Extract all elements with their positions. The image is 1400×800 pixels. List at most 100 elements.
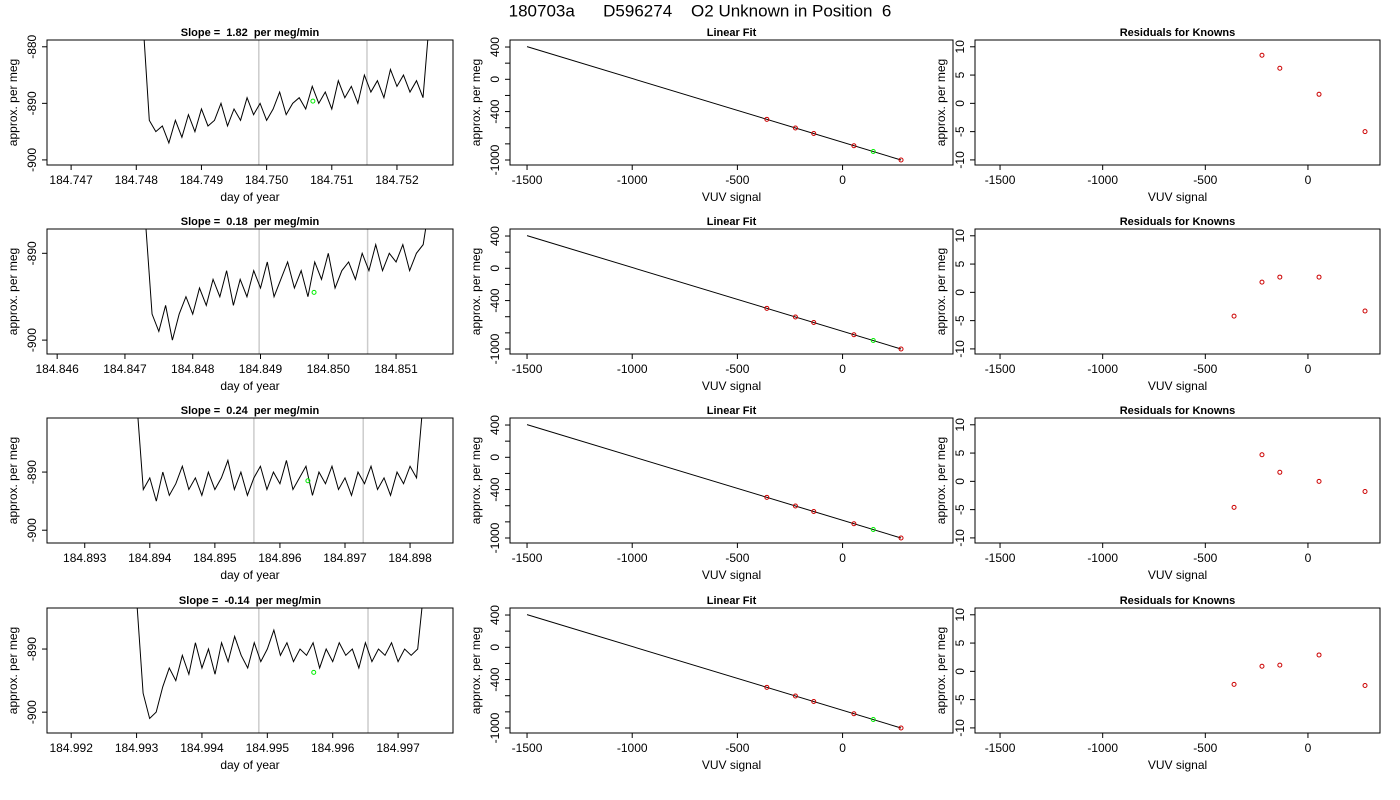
y-axis-label: approx. per meg <box>469 437 483 524</box>
x-tick-label: -1000 <box>617 741 648 755</box>
plot-area <box>136 608 423 733</box>
y-tick-label: -890 <box>25 637 39 661</box>
x-axis-label: VUV signal <box>1148 379 1207 393</box>
point <box>870 149 876 155</box>
y-axis-label: approx. per meg <box>934 437 948 524</box>
x-axis-label: VUV signal <box>702 379 761 393</box>
x-axis-label: VUV signal <box>702 758 761 772</box>
point <box>811 320 817 326</box>
unknown-marker <box>310 98 316 104</box>
x-tick-label: -1500 <box>985 173 1016 187</box>
y-axis-label: approx. per meg <box>469 627 483 714</box>
point <box>764 305 770 311</box>
x-tick-label: 184.750 <box>245 173 289 187</box>
y-tick-label: 0 <box>488 265 502 272</box>
x-tick-label: -1500 <box>985 362 1016 376</box>
plot-area <box>526 235 904 352</box>
plot-frame <box>46 228 454 355</box>
fit-line <box>526 614 902 729</box>
x-tick-label: -500 <box>725 551 749 565</box>
plot-area <box>1231 652 1368 688</box>
panel-title: Residuals for Knowns <box>1120 216 1236 228</box>
plot-frame <box>974 39 1381 166</box>
x-tick-label: 184.896 <box>258 551 302 565</box>
y-tick-label: -1000 <box>488 712 502 743</box>
y-axis-label: approx. per meg <box>934 248 948 335</box>
plot-frame <box>509 39 954 166</box>
x-tick-label: 0 <box>839 362 846 376</box>
plot-frame <box>509 228 954 355</box>
x-tick-label: 184.894 <box>128 551 172 565</box>
point <box>851 332 857 338</box>
point <box>1316 91 1322 97</box>
x-tick-label: -1500 <box>512 551 543 565</box>
plot-area <box>137 418 423 543</box>
y-tick-label: 5 <box>953 71 967 78</box>
x-tick-label: 184.752 <box>375 173 419 187</box>
x-tick-label: 184.995 <box>246 741 290 755</box>
y-axis-label: approx. per meg <box>934 59 948 146</box>
point <box>1231 681 1237 687</box>
point <box>851 521 857 527</box>
plot-area <box>526 46 904 163</box>
plot-area <box>1259 52 1368 135</box>
y-tick-label: -890 <box>25 241 39 265</box>
y-tick-label: -900 <box>25 148 39 172</box>
y-tick-label: -5 <box>953 126 967 137</box>
plot-area <box>145 229 427 354</box>
point <box>792 503 798 509</box>
x-tick-label: -1000 <box>617 551 648 565</box>
x-tick-label: -500 <box>1193 741 1217 755</box>
point <box>870 527 876 533</box>
x-tick-label: -500 <box>725 741 749 755</box>
data-line <box>143 40 429 145</box>
x-tick-label: 184.850 <box>307 362 351 376</box>
point <box>870 717 876 723</box>
y-tick-label: -5 <box>953 315 967 326</box>
point <box>1277 469 1283 475</box>
panel-title: Slope = 1.82 per meg/min <box>181 27 320 39</box>
point <box>1259 52 1265 58</box>
y-tick-label: 400 <box>488 226 502 246</box>
point <box>898 346 904 352</box>
y-tick-label: 10 <box>953 229 967 243</box>
panel: Residuals for Knowns VUV signal approx. pe… <box>934 27 1381 204</box>
y-tick-label: -10 <box>953 529 967 547</box>
plot-frame <box>974 228 1381 355</box>
panel: Residuals for Knowns VUV signal approx. pe… <box>934 216 1381 393</box>
x-tick-label: 0 <box>839 173 846 187</box>
panel: Linear Fit VUV signal approx. per meg -1500… <box>469 595 954 772</box>
point <box>851 143 857 149</box>
panel: Slope = 1.82 per meg/min day of year appro… <box>6 27 454 204</box>
x-tick-label: 184.993 <box>115 741 159 755</box>
panel-title: Residuals for Knowns <box>1120 595 1236 607</box>
y-tick-label: 0 <box>488 76 502 83</box>
y-tick-label: -400 <box>488 99 502 123</box>
panel: Linear Fit VUV signal approx. per meg -1500… <box>469 405 954 582</box>
y-tick-label: -5 <box>953 504 967 515</box>
y-tick-label: 10 <box>953 40 967 54</box>
panel-title: Linear Fit <box>707 216 757 228</box>
y-tick-label: 0 <box>953 100 967 107</box>
point <box>1277 662 1283 668</box>
y-tick-label: 5 <box>953 639 967 646</box>
plot-area <box>526 614 904 731</box>
panel-title: Residuals for Knowns <box>1120 27 1236 39</box>
panel: Residuals for Knowns VUV signal approx. pe… <box>934 405 1381 582</box>
y-tick-label: 400 <box>488 605 502 625</box>
panel-title: Slope = -0.14 per meg/min <box>179 595 321 607</box>
x-tick-label: 0 <box>1305 173 1312 187</box>
y-tick-label: -900 <box>25 328 39 352</box>
x-tick-label: 184.847 <box>103 362 147 376</box>
x-axis-label: VUV signal <box>702 568 761 582</box>
panel-title: Slope = 0.24 per meg/min <box>181 405 320 417</box>
unknown-marker <box>305 478 311 484</box>
point <box>1277 274 1283 280</box>
y-tick-label: -400 <box>488 667 502 691</box>
x-tick-label: 184.846 <box>35 362 79 376</box>
x-axis-label: VUV signal <box>1148 568 1207 582</box>
y-axis-label: approx. per meg <box>6 437 20 524</box>
plot-frame <box>974 417 1381 544</box>
y-tick-label: 0 <box>488 644 502 651</box>
